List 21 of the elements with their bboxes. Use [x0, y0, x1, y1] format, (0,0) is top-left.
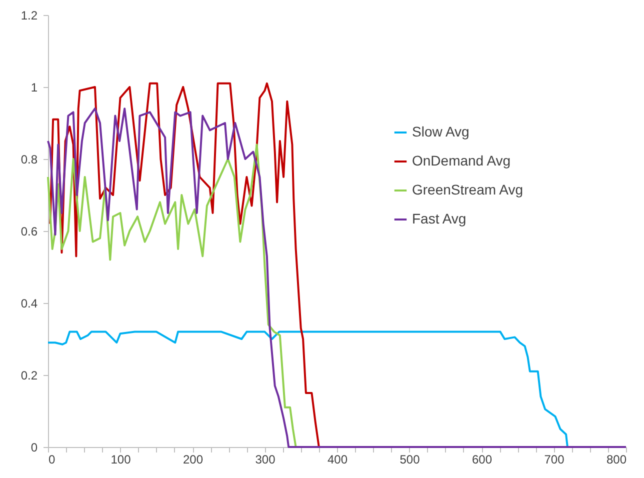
legend-label: GreenStream Avg — [412, 182, 524, 198]
legend-label: Slow Avg — [412, 124, 470, 140]
y-tick-label: 0 — [30, 440, 38, 454]
x-tick-label: 200 — [182, 452, 204, 466]
x-tick-label: 300 — [255, 452, 276, 466]
x-tick-label: 500 — [400, 452, 420, 466]
y-tick-label: 0.6 — [20, 224, 38, 238]
line-series — [47, 330, 568, 448]
y-tick-label: 0.2 — [20, 368, 38, 382]
y-tick-label: 0.4 — [20, 296, 38, 310]
y-tick-label: 0.8 — [20, 152, 38, 166]
x-tick-label: 800 — [606, 452, 627, 466]
x-tick-label: 0 — [48, 452, 56, 466]
x-tick-label: 100 — [110, 452, 132, 466]
legend-label: OnDemand Avg — [412, 152, 511, 168]
legend-label: Fast Avg — [412, 210, 466, 226]
x-tick-label: 700 — [544, 452, 565, 466]
x-tick-label: 400 — [327, 452, 348, 466]
x-tick-label: 600 — [472, 452, 492, 466]
y-tick-label: 1 — [30, 80, 38, 94]
y-tick-label: 1.2 — [20, 8, 38, 22]
